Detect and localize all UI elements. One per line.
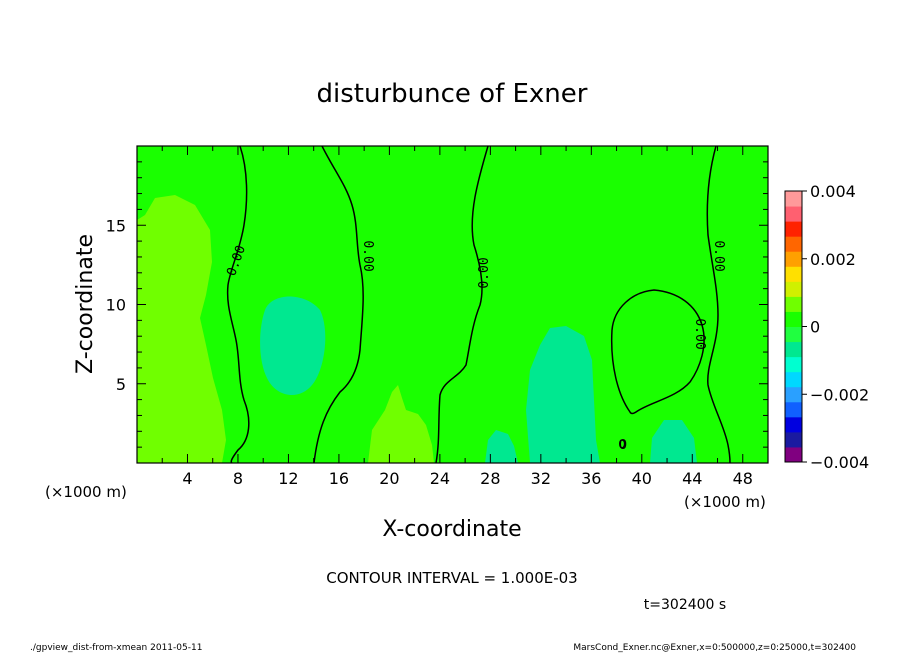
- negative-region-1: [260, 296, 326, 396]
- contour-interval-note: CONTOUR INTERVAL = 1.000E-03: [326, 569, 577, 587]
- colorbar-swatch: [785, 341, 802, 358]
- x-tick-label: 4: [182, 469, 192, 488]
- contour-label-5: 0.00: [692, 318, 707, 349]
- colorbar-swatch: [785, 371, 802, 388]
- x-tick-label: 8: [233, 469, 243, 488]
- footer-left: ./gpview_dist-from-xmean 2011-05-11: [30, 643, 202, 653]
- plot-area: 0.00 0.00 0.00 0.00 0.00 0: [137, 146, 768, 463]
- x-tick-label: 48: [733, 469, 753, 488]
- colorbar-swatch: [785, 206, 802, 222]
- y-tick-label: 10: [106, 296, 126, 315]
- negative-region-3: [485, 430, 518, 463]
- colorbar-swatch: [785, 296, 802, 312]
- x-tick-label: 28: [480, 469, 500, 488]
- colorbar-swatch: [785, 191, 802, 207]
- x-tick-label: 36: [581, 469, 601, 488]
- colorbar-swatch: [785, 356, 802, 373]
- x-tick-label: 12: [278, 469, 298, 488]
- positive-region-center: [368, 385, 434, 463]
- background-field: [137, 146, 768, 463]
- contour-line-6: [619, 439, 626, 449]
- negative-region-2: [526, 326, 600, 463]
- x-tick-label: 20: [379, 469, 399, 488]
- colorbar-swatch: [785, 281, 802, 297]
- contour-line-3: [435, 146, 489, 463]
- colorbar: [785, 191, 802, 463]
- x-tick-label: 32: [531, 469, 551, 488]
- colorbar-tick-label: −0.004: [810, 453, 869, 472]
- colorbar-tick-label: −0.002: [810, 385, 869, 404]
- x-tick-label: 40: [632, 469, 652, 488]
- y-tick-label: 15: [106, 216, 126, 235]
- colorbar-ticks: 0.004 0.002 0 −0.002 −0.004: [802, 182, 869, 472]
- time-label: t=302400 s: [644, 597, 726, 613]
- y-tick-label: 5: [116, 375, 126, 394]
- colorbar-swatch: [785, 386, 802, 403]
- x-axis-label: X-coordinate: [382, 517, 521, 542]
- colorbar-swatch: [785, 446, 802, 463]
- positive-region-left: [137, 146, 226, 463]
- colorbar-swatch: [785, 221, 802, 237]
- chart-title: disturbunce of Exner: [317, 79, 588, 109]
- colorbar-tick-label: 0: [810, 318, 820, 337]
- x-tick-label: 44: [682, 469, 702, 488]
- colorbar-tick-label: 0.004: [810, 182, 856, 201]
- colorbar-swatch: [785, 266, 802, 282]
- contour-line-5: [610, 289, 705, 415]
- x-axis-ticks: 4 8 12 16 20 24 28 32 36 40 44 48: [161, 146, 769, 488]
- contour-line-1: [226, 146, 250, 463]
- x-tick-label: 24: [430, 469, 450, 488]
- contour-label-6: 0: [619, 438, 627, 453]
- colorbar-swatch: [785, 431, 802, 448]
- y-axis-label: Z-coordinate: [73, 234, 98, 374]
- colorbar-swatch: [785, 236, 802, 252]
- colorbar-swatch: [785, 401, 802, 418]
- zero-contours: [226, 146, 731, 463]
- x-unit-left: (×1000 m): [45, 483, 127, 501]
- colorbar-tick-label: 0.002: [810, 250, 856, 269]
- negative-region-4: [650, 420, 697, 463]
- colorbar-swatch: [785, 251, 802, 267]
- colorbar-swatch: [785, 416, 802, 433]
- colorbar-swatch: [785, 326, 802, 343]
- y-axis-ticks: 5 10 15: [106, 161, 768, 448]
- colorbar-swatch: [785, 311, 802, 327]
- x-tick-label: 16: [329, 469, 349, 488]
- contour-line-2: [313, 146, 364, 463]
- contour-line-4: [706, 146, 731, 463]
- footer-right: MarsCond_Exner.nc@Exner,x=0:500000,z=0:2…: [573, 643, 856, 653]
- contour-label-2: 0.00: [360, 240, 375, 271]
- contour-label-3: 0.00: [477, 257, 492, 288]
- contour-label-4: 0.00: [711, 240, 726, 271]
- x-unit-right: (×1000 m): [684, 493, 766, 511]
